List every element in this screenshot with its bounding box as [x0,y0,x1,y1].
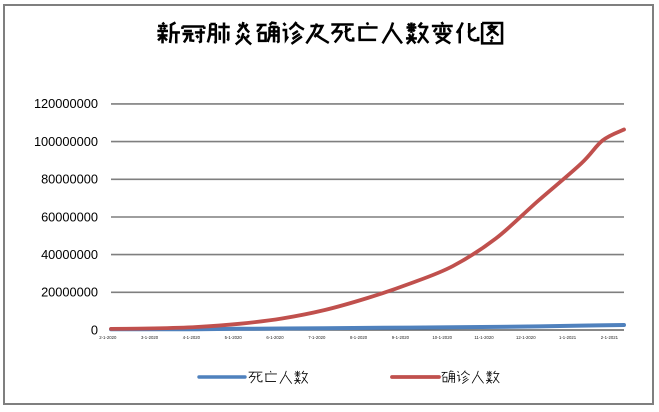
svg-text:40000000: 40000000 [41,247,98,262]
svg-text:8-1-2020: 8-1-2020 [350,335,368,340]
svg-text:9-1-2020: 9-1-2020 [392,335,410,340]
svg-text:11-1-2020: 11-1-2020 [474,335,494,340]
svg-text:20000000: 20000000 [41,285,98,300]
svg-text:6-1-2020: 6-1-2020 [266,335,284,340]
svg-text:60000000: 60000000 [41,209,98,224]
svg-text:7-1-2020: 7-1-2020 [308,335,326,340]
svg-text:80000000: 80000000 [41,172,98,187]
svg-text:10-1-2020: 10-1-2020 [432,335,452,340]
svg-text:5-1-2020: 5-1-2020 [225,335,243,340]
svg-text:100000000: 100000000 [34,134,98,149]
svg-text:2-1-2021: 2-1-2021 [601,335,619,340]
svg-text:2-1-2020: 2-1-2020 [99,335,117,340]
svg-text:3-1-2020: 3-1-2020 [141,335,159,340]
svg-text:4-1-2020: 4-1-2020 [183,335,201,340]
svg-text:120000000: 120000000 [34,96,98,111]
svg-text:12-1-2020: 12-1-2020 [516,335,536,340]
svg-text:1-1-2021: 1-1-2021 [559,335,577,340]
svg-text:0: 0 [91,322,98,337]
